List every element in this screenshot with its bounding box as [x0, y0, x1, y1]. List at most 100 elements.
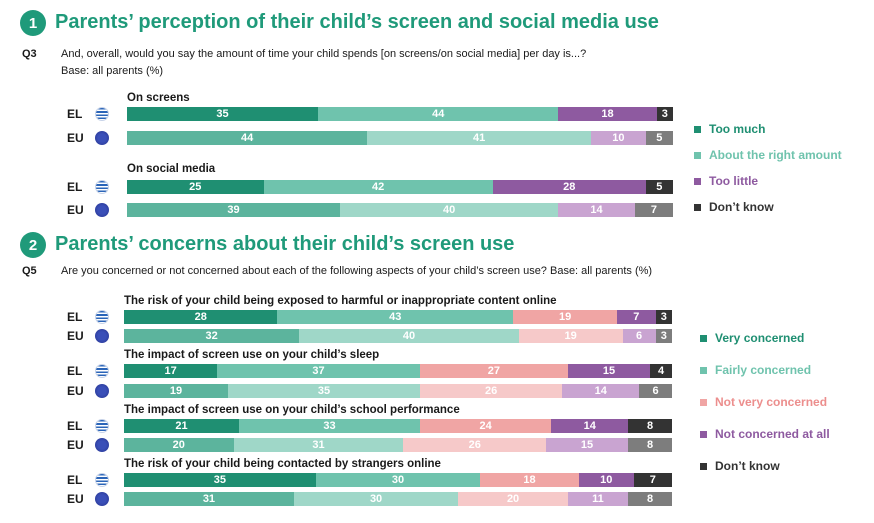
bar-segment-el-2: 42	[263, 180, 493, 194]
eu-flag-icon	[95, 492, 109, 506]
country-label-el: EL	[67, 473, 83, 487]
chart-2-legend: Very concerned Fairly concerned Not very…	[700, 322, 830, 482]
q3-question: And, overall, would you say the amount o…	[61, 48, 587, 60]
country-label-eu: EU	[67, 329, 84, 343]
legend-item-about-right: About the right amount	[694, 142, 842, 168]
bar-segment-el-3: 19	[513, 310, 618, 324]
legend-item-dont-know-1: Don’t know	[694, 194, 842, 220]
eu-flag-icon	[95, 384, 109, 398]
stacked-bar-el: 25 42 28 5	[127, 180, 673, 194]
bar-segment-eu-4: 5	[645, 131, 673, 145]
legend-swatch-not-very-concerned	[700, 398, 707, 406]
bar-segment-eu-4: 14	[562, 384, 640, 398]
bar-segment-eu-4: 15	[545, 438, 629, 452]
bar-segment-eu-1: 20	[124, 438, 234, 452]
legend-item-too-little: Too little	[694, 168, 842, 194]
legend-swatch-dont-know-1	[694, 203, 701, 211]
legend-swatch-about-right	[694, 151, 701, 159]
stacked-bar-eu: 31 30 20 11 8	[124, 492, 672, 506]
stacked-bar-el: 21 33 24 14 8	[124, 419, 672, 433]
q3-base: Base: all parents (%)	[61, 65, 164, 77]
stacked-bar-eu: 19 35 26 14 6	[124, 384, 672, 398]
greece-flag-icon	[95, 364, 109, 378]
bar-segment-el-2: 30	[315, 473, 481, 487]
bar-segment-eu-5: 8	[628, 492, 672, 506]
bar-segment-el-1: 28	[124, 310, 278, 324]
bar-segment-eu-1: 44	[127, 131, 368, 145]
bar-segment-el-1: 35	[124, 473, 316, 487]
legend-item-not-very-concerned: Not very concerned	[700, 386, 830, 418]
stacked-bar-eu: 39 40 14 7	[127, 203, 673, 217]
chart-1-legend: Too much About the right amount Too litt…	[694, 116, 842, 220]
bar-segment-el-3: 28	[492, 180, 646, 194]
bar-segment-el-4: 14	[551, 419, 629, 433]
bar-segment-el-1: 35	[127, 107, 319, 121]
bar-segment-eu-3: 10	[591, 131, 646, 145]
bar-segment-el-5: 7	[633, 473, 672, 487]
bar-segment-eu-2: 35	[228, 384, 420, 398]
bar-segment-eu-2: 40	[299, 329, 519, 343]
bar-segment-eu-1: 19	[124, 384, 229, 398]
section-2-number-badge: 2	[20, 232, 46, 258]
legend-label-about-right: About the right amount	[709, 148, 842, 162]
bar-segment-el-2: 43	[277, 310, 514, 324]
stacked-bar-eu: 20 31 26 15 8	[124, 438, 672, 452]
bar-segment-eu-3: 26	[419, 384, 563, 398]
chart-2-group-4-title: The risk of your child being contacted b…	[124, 458, 441, 470]
greece-flag-icon	[95, 310, 109, 324]
greece-flag-icon	[95, 473, 109, 487]
stacked-bar-eu: 44 41 10 5	[127, 131, 673, 145]
section-2-title: Parents’ concerns about their child’s sc…	[55, 233, 515, 255]
country-label-eu: EU	[67, 492, 84, 506]
bar-segment-el-2: 37	[217, 364, 420, 378]
legend-label-very-concerned: Very concerned	[715, 331, 805, 345]
bar-segment-el-3: 18	[480, 473, 579, 487]
bar-segment-el-3: 18	[558, 107, 657, 121]
legend-item-not-concerned-at-all: Not concerned at all	[700, 418, 830, 450]
legend-label-fairly-concerned: Fairly concerned	[715, 363, 812, 377]
bar-segment-el-5: 8	[628, 419, 672, 433]
legend-label-too-little: Too little	[709, 174, 759, 188]
chart-2-group-3-title: The impact of screen use on your child’s…	[124, 404, 460, 416]
bar-segment-eu-5: 8	[628, 438, 672, 452]
chart-2-group-1-title: The risk of your child being exposed to …	[124, 295, 557, 307]
q3-id: Q3	[22, 48, 37, 60]
stacked-bar-el: 35 30 18 10 7	[124, 473, 672, 487]
bar-segment-eu-5: 6	[639, 384, 672, 398]
legend-swatch-fairly-concerned	[700, 366, 707, 374]
country-label-eu: EU	[67, 131, 84, 145]
section-1-number: 1	[28, 14, 38, 32]
bar-segment-eu-2: 30	[293, 492, 459, 506]
greece-flag-icon	[95, 419, 109, 433]
legend-swatch-very-concerned	[700, 334, 707, 342]
country-label-eu: EU	[67, 384, 84, 398]
bar-segment-eu-5: 3	[655, 329, 672, 343]
bar-segment-eu-2: 31	[233, 438, 404, 452]
chart-1-group-1-title: On screens	[127, 92, 190, 104]
bar-segment-eu-3: 20	[458, 492, 568, 506]
bar-segment-el-5: 4	[650, 364, 672, 378]
q5-id: Q5	[22, 265, 37, 277]
bar-segment-eu-3: 19	[518, 329, 623, 343]
bar-segment-eu-3: 14	[558, 203, 635, 217]
country-label-el: EL	[67, 419, 83, 433]
bar-segment-el-4: 15	[567, 364, 651, 378]
bar-segment-eu-4: 6	[622, 329, 656, 343]
section-1-number-badge: 1	[20, 10, 46, 36]
bar-segment-el-4: 10	[578, 473, 634, 487]
legend-label-too-much: Too much	[709, 122, 766, 136]
country-label-eu: EU	[67, 203, 84, 217]
legend-item-dont-know-2: Don’t know	[700, 450, 830, 482]
bar-segment-el-3: 27	[419, 364, 568, 378]
legend-swatch-dont-know-2	[700, 462, 707, 470]
bar-segment-el-4: 7	[617, 310, 656, 324]
bar-segment-el-2: 33	[239, 419, 420, 433]
country-label-eu: EU	[67, 438, 84, 452]
eu-flag-icon	[95, 131, 109, 145]
legend-label-not-very-concerned: Not very concerned	[715, 395, 828, 409]
chart-2-group-2-title: The impact of screen use on your child’s…	[124, 349, 380, 361]
eu-flag-icon	[95, 329, 109, 343]
bar-segment-el-3: 24	[419, 419, 552, 433]
legend-label-dont-know-1: Don’t know	[709, 200, 774, 214]
legend-item-very-concerned: Very concerned	[700, 322, 830, 354]
